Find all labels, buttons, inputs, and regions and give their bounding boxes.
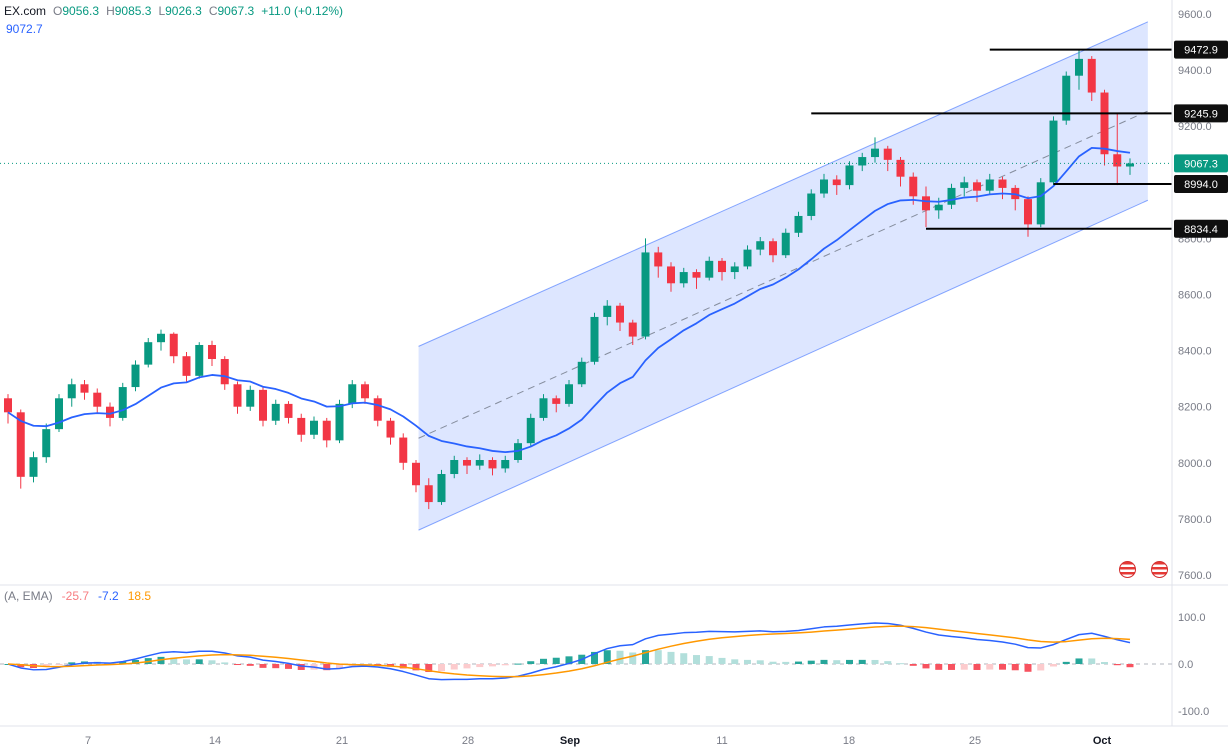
- ohlc-open: O 9056.3: [53, 4, 100, 18]
- svg-text:9472.9: 9472.9: [1184, 45, 1218, 57]
- level-lines[interactable]: [811, 48, 1172, 230]
- svg-text:8000.0: 8000.0: [1178, 458, 1212, 470]
- level-badge-8834.4: [1174, 219, 1228, 238]
- svg-text:8400.0: 8400.0: [1178, 346, 1212, 358]
- separators: [0, 0, 1228, 727]
- time-axis[interactable]: 7 14 21 28 Sep 11 18 25 Oct: [85, 735, 1112, 747]
- price-axis[interactable]: 9600.09400.09200.09000.08800.08600.08400…: [1178, 9, 1212, 582]
- level-badge-9472.9: [1174, 40, 1228, 59]
- last-price-badge: [1174, 154, 1228, 173]
- macd-line-value: -7.2: [98, 589, 119, 603]
- candles: [4, 49, 1134, 510]
- macd-axis[interactable]: 100.0 0.0 -100.0: [1178, 612, 1209, 718]
- macd-histogram: [4, 650, 1134, 673]
- macd-indicator-name[interactable]: (A, EMA): [4, 589, 53, 603]
- svg-text:28: 28: [462, 735, 474, 747]
- svg-text:18: 18: [843, 735, 855, 747]
- svg-text:7800.0: 7800.0: [1178, 514, 1212, 526]
- svg-text:9600.0: 9600.0: [1178, 9, 1212, 21]
- svg-text:-100.0: -100.0: [1178, 706, 1209, 718]
- svg-text:8994.0: 8994.0: [1184, 179, 1218, 191]
- svg-text:9067.3: 9067.3: [1184, 158, 1218, 170]
- ohlc-low: L 9026.3: [158, 4, 202, 18]
- macd-signal-value: 18.5: [127, 589, 152, 603]
- ma-line: [7, 146, 1131, 454]
- level-badge-8994.0: [1174, 174, 1228, 193]
- ohlc-high: H 9085.3: [106, 4, 152, 18]
- svg-text:14: 14: [209, 735, 221, 747]
- macd-legend: (A, EMA) -25.7 -7.2 18.5: [4, 589, 151, 603]
- svg-text:7600.0: 7600.0: [1178, 570, 1212, 582]
- svg-text:7: 7: [85, 735, 91, 747]
- price-badges[interactable]: 9472.9 9245.9 8994.0 8834.4 9067.3: [1174, 40, 1228, 238]
- svg-text:Sep: Sep: [560, 735, 580, 747]
- macd-histogram-value: -25.7: [61, 589, 90, 603]
- svg-text:9245.9: 9245.9: [1184, 108, 1218, 120]
- svg-text:8200.0: 8200.0: [1178, 402, 1212, 414]
- svg-text:9200.0: 9200.0: [1178, 121, 1212, 133]
- level-badge-9245.9: [1174, 104, 1228, 123]
- svg-text:8600.0: 8600.0: [1178, 290, 1212, 302]
- svg-text:8834.4: 8834.4: [1184, 224, 1218, 236]
- svg-text:Oct: Oct: [1093, 735, 1112, 747]
- symbol-name[interactable]: EX.com: [4, 4, 47, 18]
- trend-channel[interactable]: [418, 21, 1149, 531]
- price-change: +11.0 (+0.12%): [261, 4, 344, 18]
- svg-text:9400.0: 9400.0: [1178, 65, 1212, 77]
- svg-text:0.0: 0.0: [1178, 659, 1193, 671]
- svg-text:25: 25: [969, 735, 981, 747]
- symbol-legend: EX.com O 9056.3 H 9085.3 L 9026.3 C 9067.3 +…: [4, 4, 343, 18]
- ma-value-label: 9072.7: [6, 22, 43, 36]
- ohlc-close: C 9067.3: [208, 4, 255, 18]
- svg-text:21: 21: [336, 735, 348, 747]
- event-flag-icon[interactable]: [1151, 561, 1168, 578]
- macd-lines: [7, 622, 1131, 681]
- svg-text:11: 11: [716, 735, 727, 747]
- event-flag-icon[interactable]: [1119, 561, 1136, 578]
- svg-text:100.0: 100.0: [1178, 612, 1206, 624]
